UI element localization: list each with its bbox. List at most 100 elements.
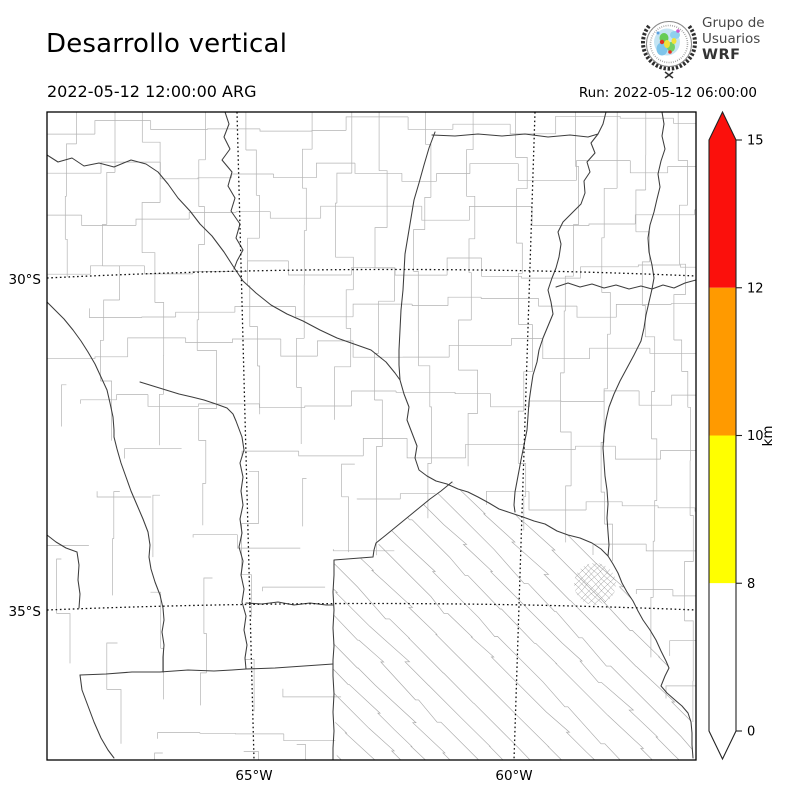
colorbar-segment [709, 140, 736, 288]
amba-line [574, 563, 614, 605]
colorbar-segment [709, 287, 736, 436]
department-line [673, 112, 694, 722]
logo-line-wrf: WRF [702, 47, 741, 63]
partido-line [333, 482, 653, 760]
department-line [100, 112, 122, 744]
department-line [515, 112, 533, 531]
partido-line [462, 482, 696, 760]
department-line [89, 296, 696, 318]
partido-line [333, 482, 488, 760]
partido-line [399, 482, 696, 760]
department-line [413, 112, 432, 519]
amba-line [577, 563, 616, 605]
uruguay-river [602, 112, 666, 557]
partido-line [519, 482, 696, 760]
partido-line [333, 482, 603, 760]
gridline-35s [47, 602, 696, 611]
partido-line [602, 482, 696, 760]
department-line [458, 112, 478, 467]
colorbar-tick-label: 8 [747, 577, 755, 592]
department-line [47, 205, 696, 226]
department-line [669, 640, 696, 656]
axis-labels: 30°S 35°S 65°W 60°W [9, 272, 533, 784]
amba-dense-mesh [574, 563, 616, 605]
colorbar: 15 12 10 8 0 [708, 110, 764, 761]
border-north-vertical [221, 112, 244, 270]
colorbar-tick-label: 15 [747, 134, 764, 149]
lon-label-60w: 60°W [495, 768, 532, 784]
department-line [47, 337, 696, 360]
partido-line [333, 482, 416, 760]
department-line [96, 490, 696, 512]
colorbar-segment [709, 435, 736, 584]
partido-line [333, 482, 659, 760]
amba-line [595, 563, 616, 605]
map-frame [46, 111, 697, 761]
department-line [262, 586, 696, 597]
amba-line [588, 563, 616, 605]
border-sanluis-west [47, 301, 165, 673]
department-line [47, 160, 696, 182]
partido-line [728, 430, 800, 795]
lat-label-35s: 35°S [9, 604, 42, 620]
colorbar-segment [709, 583, 736, 731]
amba-line [574, 563, 616, 605]
partido-line [431, 482, 696, 760]
department-line [157, 732, 336, 742]
department-line [334, 112, 355, 553]
department-line [80, 390, 696, 409]
border-mendoza-sanluis-upper [47, 534, 81, 609]
department-line [296, 112, 313, 760]
page-title: Desarrollo vertical [46, 29, 288, 59]
department-line [47, 534, 696, 555]
border-mendoza-lapampa [79, 674, 115, 759]
partido-line [784, 430, 800, 800]
partido-line [492, 482, 696, 760]
department-line [124, 438, 696, 460]
graticule [47, 112, 696, 760]
logo-line-1: Grupo de [702, 15, 765, 31]
province-borders [47, 112, 696, 760]
partido-line [333, 482, 458, 760]
partido-line [333, 482, 458, 760]
department-line [635, 112, 658, 658]
amba-line [574, 563, 608, 605]
border-sanluis-cordoba [238, 436, 248, 670]
border-cordoba-santafe-coast [399, 379, 694, 759]
partido-line [333, 482, 573, 760]
amba-line [574, 563, 612, 605]
border-corrientes-entrerios [555, 279, 696, 290]
partido-line [0, 430, 329, 799]
colorbar-tick-label: 12 [747, 281, 764, 296]
department-line [241, 112, 261, 760]
partido-line [760, 430, 800, 800]
partido-line [333, 482, 374, 760]
colorbar-under-arrow [709, 731, 736, 759]
colorbar-tick-label: 10 [747, 429, 764, 444]
department-line [374, 112, 395, 556]
border-santiago-santafe [398, 131, 436, 381]
gridline-60w [513, 112, 536, 760]
department-line [196, 112, 217, 706]
gridline-30s [47, 268, 696, 279]
seal-weather-blobs [654, 28, 680, 56]
partido-line [333, 482, 537, 760]
department-line [55, 112, 77, 664]
amba-line [596, 563, 616, 605]
amba-line [581, 563, 616, 605]
amba-line [574, 563, 616, 605]
partido-line [374, 482, 696, 760]
lat-label-30s: 30°S [9, 272, 42, 288]
department-line [600, 112, 618, 562]
buenos-aires-partidos-mesh [0, 430, 800, 800]
colorbar-tick-label: 0 [747, 725, 755, 740]
border-chaco-horizontal [431, 112, 607, 138]
department-line [560, 112, 579, 543]
department-line [141, 112, 165, 760]
logo-line-2: Usuarios [702, 31, 761, 47]
amba-line [574, 563, 616, 605]
border-sanluis-north [139, 381, 243, 438]
partido-line [333, 482, 540, 760]
